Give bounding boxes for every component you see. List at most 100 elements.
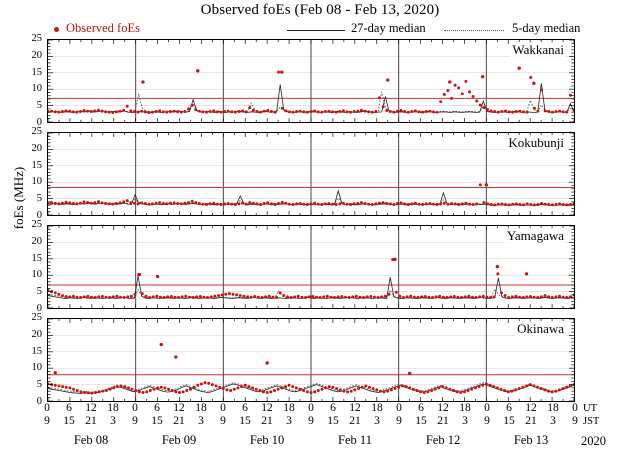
x-axis-ut-tag: UT (583, 403, 597, 414)
y-tick-label: 5 (36, 285, 42, 297)
legend-solid-line-icon (287, 30, 345, 31)
y-tick-label: 15 (31, 252, 43, 264)
y-tick-label: 25 (31, 32, 43, 44)
legend-dotted-line-icon (444, 30, 504, 31)
x-axis-day-label: Feb 10 (249, 433, 285, 447)
legend-label-27day: 27-day median (351, 21, 426, 35)
x-tick-ut: 0 (132, 402, 138, 414)
x-tick-ut: 18 (371, 402, 383, 414)
x-tick-ut: 0 (484, 402, 490, 414)
y-tick-labels: 0 5 10 15 20 25 (0, 312, 45, 406)
x-tick-ut: 6 (242, 402, 248, 414)
x-tick-ut: 12 (525, 402, 537, 414)
y-tick-label: 0 (36, 395, 42, 407)
y-tick-label: 10 (31, 176, 43, 188)
y-tick-label: 20 (31, 328, 43, 340)
x-tick-ut: 6 (330, 402, 336, 414)
x-tick-jst: 3 (374, 415, 380, 427)
y-tick-label: 20 (31, 235, 43, 247)
x-tick-jst: 3 (286, 415, 292, 427)
x-axis-day-label: Feb 11 (338, 433, 372, 447)
x-tick-jst: 15 (327, 415, 339, 427)
x-tick-jst: 21 (525, 415, 537, 427)
x-tick-jst: 15 (415, 415, 427, 427)
panel-wakkanai: Wakkanai (47, 39, 575, 123)
x-tick-ut: 12 (437, 402, 449, 414)
y-tick-label: 0 (36, 116, 42, 128)
y-tick-label: 20 (31, 49, 43, 61)
x-axis: 0 6 12 18 0 6 12 18 0 6 12 18 0 6 12 18 0 6 12 18 0 6 12 18 0 9 1… (0, 402, 640, 457)
x-axis-ut-row: 0 6 12 18 0 6 12 18 0 6 12 18 0 6 12 18 0 6 12 18 0 6 12 18 0 (0, 402, 640, 416)
x-tick-ut: 18 (283, 402, 295, 414)
x-tick-jst: 3 (462, 415, 468, 427)
y-tick-label: 10 (31, 83, 43, 95)
y-tick-label: 25 (31, 125, 43, 137)
chart-title: Observed foEs (Feb 08 - Feb 13, 2020) (200, 2, 440, 18)
legend-item-observed: Observed foEs (52, 21, 140, 36)
y-tick-label: 25 (31, 218, 43, 230)
y-tick-label: 0 (36, 302, 42, 314)
legend-label-observed: Observed foEs (66, 21, 140, 35)
x-tick-ut: 0 (396, 402, 402, 414)
y-tick-labels: 0 5 10 15 20 25 (0, 33, 45, 127)
x-tick-jst: 15 (503, 415, 515, 427)
legend-item-27day: 27-day median (285, 21, 426, 36)
legend-label-5day: 5-day median (512, 21, 581, 35)
y-tick-label: 15 (31, 345, 43, 357)
y-tick-labels: 0 5 10 15 20 25 (0, 126, 45, 220)
x-tick-jst: 15 (151, 415, 163, 427)
x-tick-ut: 0 (44, 402, 50, 414)
y-tick-labels: 0 5 10 15 20 25 (0, 219, 45, 313)
y-tick-label: 25 (31, 311, 43, 323)
x-tick-ut: 18 (459, 402, 471, 414)
x-tick-jst: 9 (308, 415, 314, 427)
x-tick-ut: 18 (195, 402, 207, 414)
x-tick-jst: 9 (572, 415, 578, 427)
y-tick-label: 15 (31, 159, 43, 171)
y-tick-label: 0 (36, 209, 42, 221)
y-tick-label: 10 (31, 269, 43, 281)
x-tick-jst: 9 (396, 415, 402, 427)
x-tick-jst: 21 (173, 415, 185, 427)
legend-item-5day: 5-day median (440, 21, 580, 36)
x-axis-jst-tag: JST (583, 416, 600, 427)
x-tick-jst: 9 (484, 415, 490, 427)
x-tick-ut: 12 (85, 402, 97, 414)
x-tick-jst: 21 (349, 415, 361, 427)
panel-okinawa: Okinawa (47, 318, 575, 402)
x-tick-ut: 12 (261, 402, 273, 414)
x-tick-jst: 21 (85, 415, 97, 427)
x-tick-ut: 0 (572, 402, 578, 414)
x-tick-ut: 12 (349, 402, 361, 414)
x-axis-day-label: Feb 12 (425, 433, 461, 447)
x-axis-day-label: Feb 08 (73, 433, 109, 447)
y-tick-label: 20 (31, 142, 43, 154)
x-axis-day-label: Feb 09 (161, 433, 197, 447)
x-tick-ut: 0 (220, 402, 226, 414)
x-tick-jst: 9 (132, 415, 138, 427)
x-tick-jst: 3 (550, 415, 556, 427)
legend-dot-icon (54, 27, 59, 32)
x-tick-jst: 3 (110, 415, 116, 427)
panel-kokubunji: Kokubunji (47, 132, 575, 216)
x-tick-jst: 21 (437, 415, 449, 427)
x-tick-ut: 6 (66, 402, 72, 414)
x-tick-jst: 21 (261, 415, 273, 427)
y-tick-label: 5 (36, 378, 42, 390)
y-tick-label: 15 (31, 66, 43, 78)
x-tick-jst: 3 (198, 415, 204, 427)
x-tick-ut: 6 (154, 402, 160, 414)
x-axis-day-row: Feb 08 Feb 09 Feb 10 Feb 11 Feb 12 Feb 13 (0, 434, 640, 447)
x-axis-year-tag: 2020 (581, 434, 606, 448)
x-tick-ut: 12 (173, 402, 185, 414)
y-tick-label: 10 (31, 362, 43, 374)
x-tick-ut: 18 (107, 402, 119, 414)
x-tick-ut: 0 (308, 402, 314, 414)
x-tick-jst: 9 (44, 415, 50, 427)
x-axis-jst-row: 9 15 21 3 9 15 21 3 9 15 21 3 9 15 21 3 9 15 21 3 9 15 21 3 9 (0, 415, 640, 429)
x-tick-ut: 18 (547, 402, 559, 414)
x-tick-ut: 6 (506, 402, 512, 414)
y-tick-label: 5 (36, 192, 42, 204)
x-tick-jst: 9 (220, 415, 226, 427)
